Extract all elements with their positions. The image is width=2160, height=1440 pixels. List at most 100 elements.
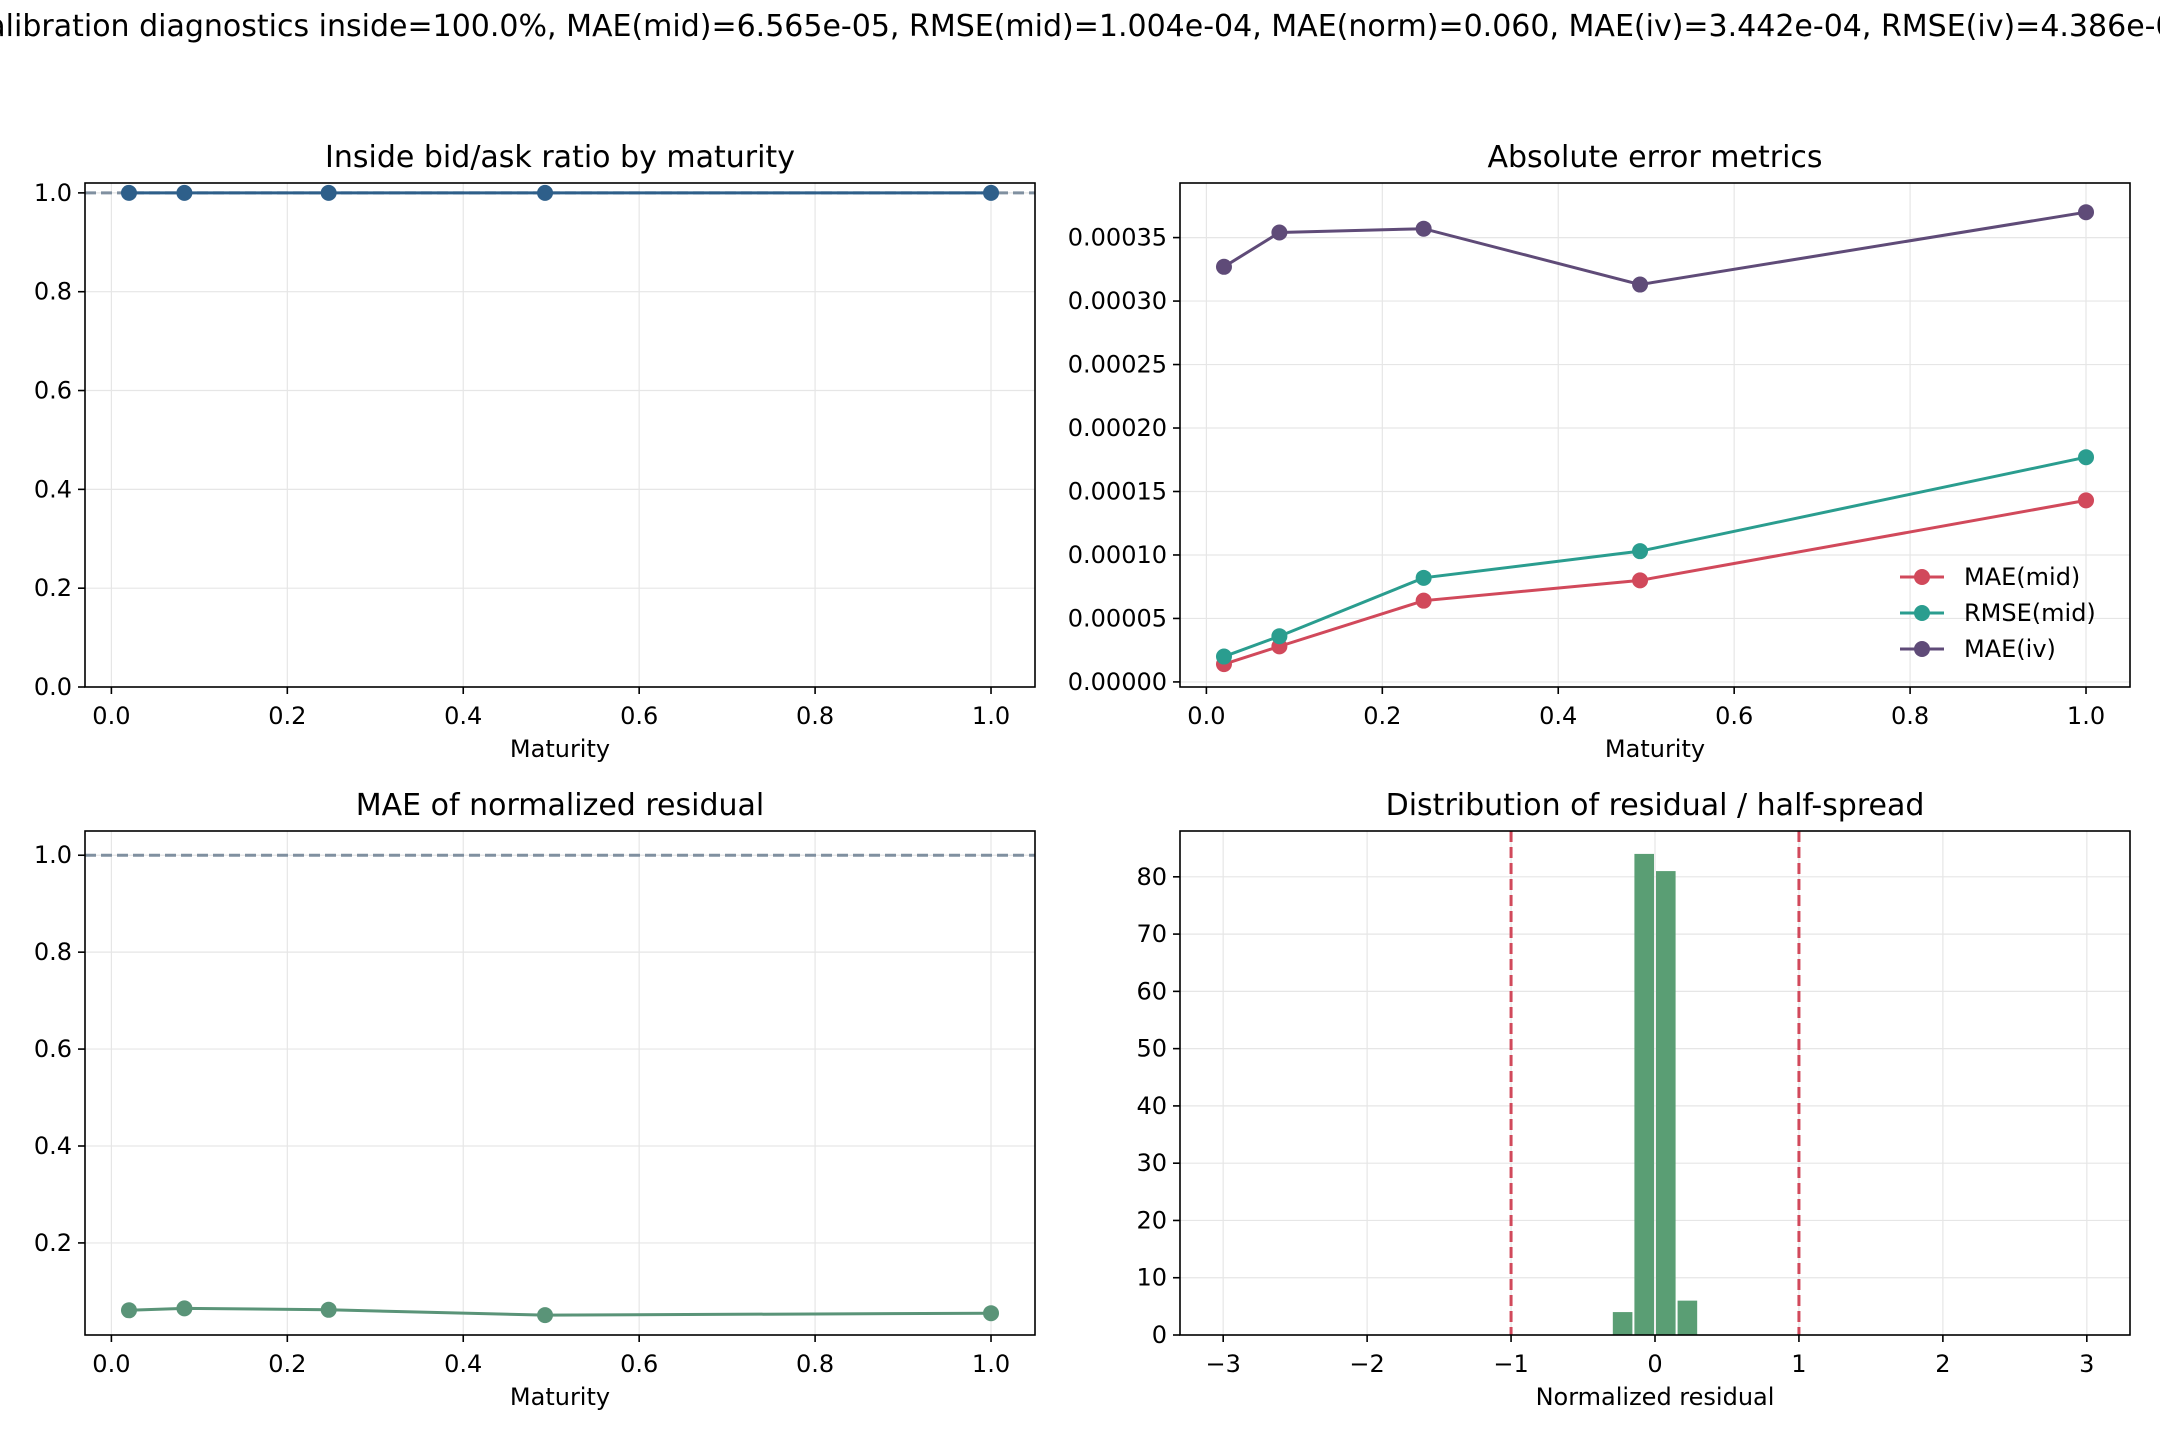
y-tick-label: 0.4 <box>34 475 72 503</box>
series-point <box>1415 592 1432 609</box>
x-tick-label: 1.0 <box>972 1350 1010 1378</box>
y-tick-label: 0.4 <box>34 1132 72 1160</box>
legend-label: MAE(iv) <box>1964 635 2056 663</box>
x-tick-label: 0 <box>1647 1350 1662 1378</box>
y-tick-label: 0.00030 <box>1068 287 1167 315</box>
legend-label: RMSE(mid) <box>1964 599 2096 627</box>
x-tick-label: 0.0 <box>1187 702 1225 730</box>
series-point <box>320 1301 337 1318</box>
axes-title: Absolute error metrics <box>1487 140 1822 175</box>
series-point <box>320 184 337 201</box>
x-tick-label: 0.8 <box>1891 702 1929 730</box>
legend-marker <box>1914 569 1930 585</box>
x-tick-label: 1.0 <box>972 702 1010 730</box>
x-tick-label: 0.8 <box>796 1350 834 1378</box>
series-point <box>2078 449 2095 466</box>
series-point <box>983 1305 1000 1322</box>
x-tick-label: 0.8 <box>796 702 834 730</box>
series-point <box>537 184 554 201</box>
x-axis-label: Maturity <box>510 1383 610 1411</box>
y-tick-label: 80 <box>1136 863 1167 891</box>
x-tick-label: 0.4 <box>1539 702 1577 730</box>
y-tick-label: 0.2 <box>34 1229 72 1257</box>
series-line <box>1223 498 2087 666</box>
axes-title: Distribution of residual / half-spread <box>1386 788 1925 823</box>
y-tick-label: 0.0 <box>34 673 72 701</box>
series-point <box>1632 572 1649 589</box>
y-tick-label: 0.00025 <box>1068 351 1167 379</box>
panel-inside: 0.0 0.2 0.4 0.6 0.8 1.0 0.0 0.2 0.4 0.6 0.8 1.0 Insi… <box>34 140 1036 763</box>
y-tick-label: 0.00035 <box>1068 224 1167 252</box>
series-point <box>1415 220 1432 237</box>
series-point <box>120 184 137 201</box>
figure-suptitle: Calibration diagnostics inside=100.0%, M… <box>0 9 2160 44</box>
x-axis-label: Normalized residual <box>1536 1383 1775 1411</box>
axes-frame <box>84 182 1036 688</box>
histogram-bar <box>1656 871 1676 1335</box>
panel-abs: 0.0 0.2 0.4 0.6 0.8 1.0 0.00000 0.00005 0.00010 0… <box>1068 140 2131 763</box>
axes-frame <box>1179 182 2131 688</box>
legend-marker <box>1914 641 1930 657</box>
series-point <box>120 1302 137 1319</box>
panel-norm: 0.0 0.2 0.4 0.6 0.8 1.0 0.2 0.4 0.6 0.8 1.0 MAE of … <box>34 788 1036 1411</box>
y-tick-label: 10 <box>1136 1264 1167 1292</box>
series-point <box>1215 648 1232 665</box>
x-tick-label: 0.2 <box>268 1350 306 1378</box>
axes-title: Inside bid/ask ratio by maturity <box>325 140 795 175</box>
x-tick-label: 0.6 <box>1715 702 1753 730</box>
x-tick-label: 3 <box>2079 1350 2094 1378</box>
x-tick-label: 1 <box>1791 1350 1806 1378</box>
y-tick-label: 30 <box>1136 1149 1167 1177</box>
series-point <box>176 1300 193 1317</box>
series-point <box>537 1307 554 1324</box>
legend-label: MAE(mid) <box>1964 563 2080 591</box>
series-line <box>1223 210 2087 287</box>
x-tick-label: 0.4 <box>444 1350 482 1378</box>
series-line <box>128 1306 992 1317</box>
x-tick-label: 0.2 <box>268 702 306 730</box>
y-tick-label: 1.0 <box>34 179 72 207</box>
y-tick-label: 0.2 <box>34 574 72 602</box>
series-point <box>1632 543 1649 560</box>
series-point <box>2078 204 2095 221</box>
y-tick-label: 0.00000 <box>1068 668 1167 696</box>
y-tick-label: 70 <box>1136 920 1167 948</box>
x-tick-label: 0.0 <box>92 1350 130 1378</box>
y-tick-label: 0.00015 <box>1068 477 1167 505</box>
series-line <box>1223 455 2087 658</box>
panel-hist: −3 −2 −1 0 1 2 301020304050607080Distribution … <box>1136 788 2131 1411</box>
histogram-bar <box>1612 1312 1633 1335</box>
series-point <box>1415 569 1432 586</box>
axes-frame <box>84 830 1036 1336</box>
y-tick-label: 0.8 <box>34 938 72 966</box>
legend-marker <box>1914 605 1930 621</box>
x-tick-label: 1.0 <box>2067 702 2105 730</box>
y-tick-label: 60 <box>1136 977 1167 1005</box>
y-tick-label: 0.00010 <box>1068 541 1167 569</box>
y-tick-label: 1.0 <box>34 841 72 869</box>
y-tick-label: 0.00020 <box>1068 414 1167 442</box>
y-tick-label: 0.6 <box>34 377 72 405</box>
axes-title: MAE of normalized residual <box>356 788 764 823</box>
series-point <box>1632 276 1649 293</box>
x-tick-label: 0.4 <box>444 702 482 730</box>
series-point <box>1271 224 1288 241</box>
y-tick-label: 0.6 <box>34 1035 72 1063</box>
series-point <box>176 184 193 201</box>
y-tick-label: 20 <box>1136 1206 1167 1234</box>
x-tick-label: 0.0 <box>92 702 130 730</box>
y-tick-label: 40 <box>1136 1092 1167 1120</box>
x-tick-label: 0.6 <box>620 702 658 730</box>
series-point <box>983 184 1000 201</box>
y-tick-label: 0.8 <box>34 278 72 306</box>
series-point <box>1215 258 1232 275</box>
histogram-bar <box>1677 1300 1698 1335</box>
x-tick-label: 0.2 <box>1363 702 1401 730</box>
x-axis-label: Maturity <box>510 735 610 763</box>
x-axis-label: Maturity <box>1605 735 1705 763</box>
x-tick-label: 0.6 <box>620 1350 658 1378</box>
x-tick-label: 2 <box>1935 1350 1950 1378</box>
series-point <box>2078 492 2095 509</box>
y-tick-label: 50 <box>1136 1035 1167 1063</box>
